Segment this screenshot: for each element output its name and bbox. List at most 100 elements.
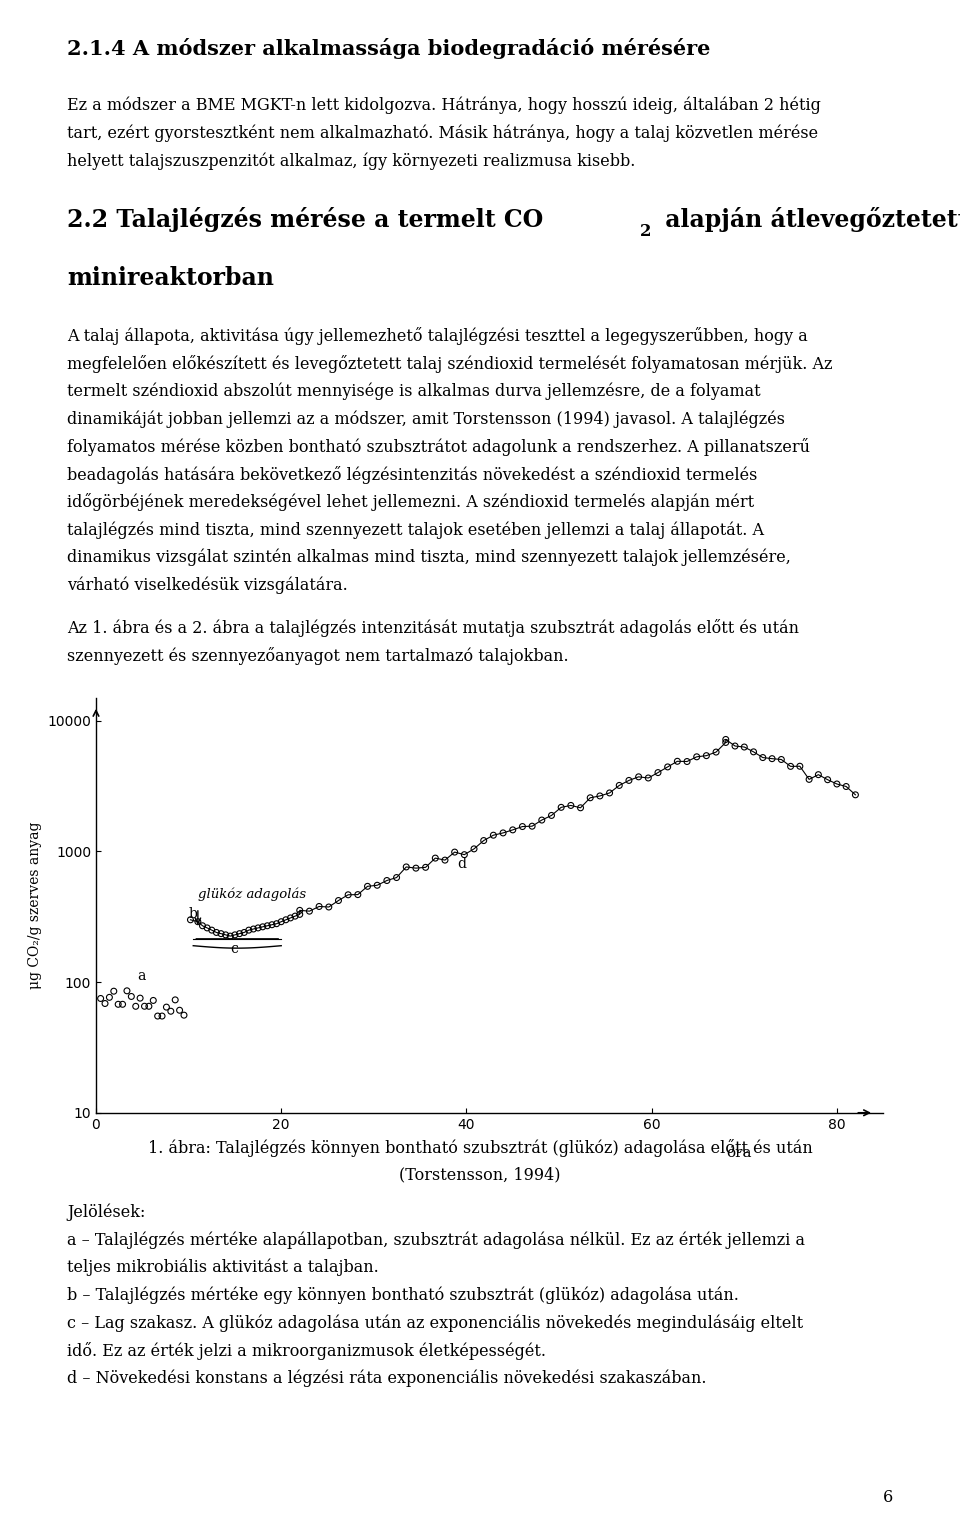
Text: Az 1. ábra és a 2. ábra a talajlégzés intenzitását mutatja szubsztrát adagolás e: Az 1. ábra és a 2. ábra a talajlégzés in… <box>67 619 799 638</box>
Text: 2: 2 <box>640 223 652 240</box>
Point <box>592 784 608 808</box>
Point <box>554 795 569 819</box>
Point <box>124 984 139 1008</box>
Point <box>699 744 714 768</box>
Point <box>756 745 771 770</box>
Point <box>93 987 108 1011</box>
Point <box>236 921 252 945</box>
Point <box>728 733 743 758</box>
Point <box>208 921 224 945</box>
Y-axis label: μg CO₂/g szerves anyag: μg CO₂/g szerves anyag <box>28 822 41 988</box>
Point <box>718 730 733 755</box>
Point <box>283 905 299 930</box>
Point <box>115 991 131 1016</box>
Text: 6: 6 <box>882 1489 893 1506</box>
Point <box>621 768 636 793</box>
Text: alapján átlevegőztetett: alapján átlevegőztetett <box>657 207 960 232</box>
Point <box>650 761 665 785</box>
Point <box>172 998 187 1022</box>
Point <box>612 773 627 798</box>
Point <box>718 727 733 752</box>
Point <box>292 898 307 922</box>
Point <box>264 913 279 938</box>
Point <box>764 747 780 772</box>
Point <box>802 767 817 792</box>
Point <box>774 747 789 772</box>
Text: beadagolás hatására bekövetkező légzésintenzitás növekedést a széndioxid termelé: beadagolás hatására bekövetkező légzésin… <box>67 466 757 484</box>
Point <box>379 868 395 893</box>
Point <box>820 767 835 792</box>
Point <box>689 744 705 768</box>
Point <box>223 924 238 948</box>
Text: szennyezett és szennyezőanyagot nem tartalmazó talajokban.: szennyezett és szennyezőanyagot nem tart… <box>67 647 569 666</box>
Text: 2.2 Talajlégzés mérése a termelt CO: 2.2 Talajlégzés mérése a termelt CO <box>67 207 543 232</box>
Point <box>168 988 183 1013</box>
Point <box>182 907 198 931</box>
Text: c – Lag szakasz. A glükóz adagolása után az exponenciális növekedés megindulásái: c – Lag szakasz. A glükóz adagolása után… <box>67 1314 804 1331</box>
Point <box>141 994 156 1019</box>
Point <box>195 913 210 938</box>
Point <box>810 762 826 787</box>
Point <box>427 845 443 870</box>
Point <box>680 749 695 773</box>
Point <box>311 895 326 919</box>
Point <box>232 921 248 945</box>
Point <box>292 902 307 927</box>
Text: a – Talajlégzés mértéke alapállapotban, szubsztrát adagolása nélkül. Ez az érték: a – Talajlégzés mértéke alapállapotban, … <box>67 1231 805 1248</box>
Point <box>495 821 511 845</box>
Point <box>534 808 549 833</box>
Point <box>155 1004 170 1028</box>
Point <box>146 988 161 1013</box>
Text: d – Növekedési konstans a légzési ráta exponenciális növekedési szakaszában.: d – Növekedési konstans a légzési ráta e… <box>67 1369 707 1386</box>
Point <box>274 910 289 934</box>
Text: Ez a módszer a BME MGKT-n lett kidolgozva. Hátránya, hogy hosszú ideig, általába: Ez a módszer a BME MGKT-n lett kidolgozv… <box>67 97 821 114</box>
Point <box>241 918 256 942</box>
Point <box>200 916 215 941</box>
Point <box>543 804 559 828</box>
Text: 2.1.4 A módszer alkalmassága biodegradáció mérésére: 2.1.4 A módszer alkalmassága biodegradác… <box>67 38 710 60</box>
Point <box>792 755 807 779</box>
Point <box>204 918 220 942</box>
Point <box>301 899 317 924</box>
Point <box>128 994 143 1019</box>
Point <box>564 793 579 818</box>
Point <box>670 749 685 773</box>
Point <box>476 828 492 853</box>
Text: dinamikáját jobban jellemzi az a módszer, amit Torstensson (1994) javasol. A tal: dinamikáját jobban jellemzi az a módszer… <box>67 410 785 427</box>
Point <box>119 979 134 1004</box>
Text: tart, ezért gyorstesztként nem alkalmazható. Másik hátránya, hogy a talaj közvet: tart, ezért gyorstesztként nem alkalmazh… <box>67 124 818 141</box>
Point <box>505 818 520 842</box>
Text: helyett talajszuszpenzitót alkalmaz, így környezeti realizmusa kisebb.: helyett talajszuszpenzitót alkalmaz, így… <box>67 152 636 169</box>
Point <box>389 865 404 890</box>
Point <box>631 764 646 788</box>
Point <box>350 882 366 907</box>
Text: minireaktorban: minireaktorban <box>67 266 274 290</box>
Point <box>163 999 179 1024</box>
Point <box>408 856 423 881</box>
Point <box>269 911 284 936</box>
Point <box>287 904 302 928</box>
Point <box>370 873 385 898</box>
Text: talajlégzés mind tiszta, mind szennyezett talajok esetében jellemzi a talaj álla: talajlégzés mind tiszta, mind szennyezet… <box>67 521 764 538</box>
Text: teljes mikrobiális aktivitást a talajban.: teljes mikrobiális aktivitást a talajban… <box>67 1259 379 1276</box>
Point <box>708 739 724 764</box>
Text: folyamatos mérése közben bontható szubsztrátot adagolunk a rendszerhez. A pillan: folyamatos mérése közben bontható szubsz… <box>67 438 810 456</box>
Text: a: a <box>137 970 146 984</box>
Text: glükóz adagolás: glükóz adagolás <box>198 887 306 901</box>
Point <box>177 1002 192 1027</box>
Point <box>660 755 675 779</box>
Point <box>251 916 266 941</box>
Point <box>228 922 243 947</box>
Text: időgörbéjének meredekségével lehet jellemezni. A széndioxid termelés alapján mér: időgörbéjének meredekségével lehet jelle… <box>67 493 755 512</box>
Point <box>132 985 148 1010</box>
Point <box>137 994 153 1019</box>
Point <box>398 855 414 879</box>
Point <box>524 815 540 839</box>
Point <box>583 785 598 810</box>
Point <box>783 755 799 779</box>
Text: várható viselkedésük vizsgálatára.: várható viselkedésük vizsgálatára. <box>67 576 348 593</box>
Text: Jelölések:: Jelölések: <box>67 1203 146 1220</box>
Point <box>97 991 112 1016</box>
Point <box>321 895 336 919</box>
Text: dinamikus vizsgálat szintén alkalmas mind tiszta, mind szennyezett talajok jelle: dinamikus vizsgálat szintén alkalmas min… <box>67 549 791 566</box>
